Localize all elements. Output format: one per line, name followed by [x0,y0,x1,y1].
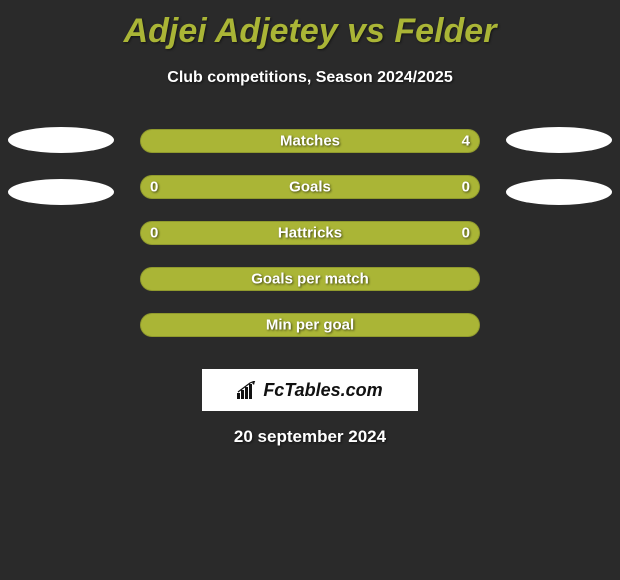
page-title: Adjei Adjetey vs Felder [0,0,620,51]
fctables-badge: FcTables.com [202,369,418,411]
stats-rows: Matches 4 Goals 0 0 Hattricks 0 0 Goals per matc… [0,129,620,359]
stat-row: Goals 0 0 [0,175,620,221]
stat-bar: Goals per match [140,267,480,291]
stat-label: Min per goal [266,317,354,334]
player-ellipse-left [8,179,114,205]
stat-row: Min per goal [0,313,620,359]
stat-value-left: 0 [150,179,158,196]
player-ellipse-right [506,179,612,205]
player-ellipse-left [8,127,114,153]
stat-label: Matches [280,133,340,150]
stat-row: Goals per match [0,267,620,313]
stat-label: Goals per match [251,271,369,288]
stat-bar: Matches 4 [140,129,480,153]
stat-row: Hattricks 0 0 [0,221,620,267]
stat-bar: Hattricks 0 0 [140,221,480,245]
stat-value-right: 0 [462,225,470,242]
bar-chart-icon [237,381,259,399]
stat-label: Goals [289,179,331,196]
stat-value-right: 4 [462,133,470,150]
stat-bar: Goals 0 0 [140,175,480,199]
stat-value-right: 0 [462,179,470,196]
stat-bar: Min per goal [140,313,480,337]
player-ellipse-right [506,127,612,153]
badge-text: FcTables.com [263,380,382,401]
stat-label: Hattricks [278,225,342,242]
stat-value-left: 0 [150,225,158,242]
date-text: 20 september 2024 [0,427,620,447]
page-subtitle: Club competitions, Season 2024/2025 [0,69,620,87]
stat-row: Matches 4 [0,129,620,175]
